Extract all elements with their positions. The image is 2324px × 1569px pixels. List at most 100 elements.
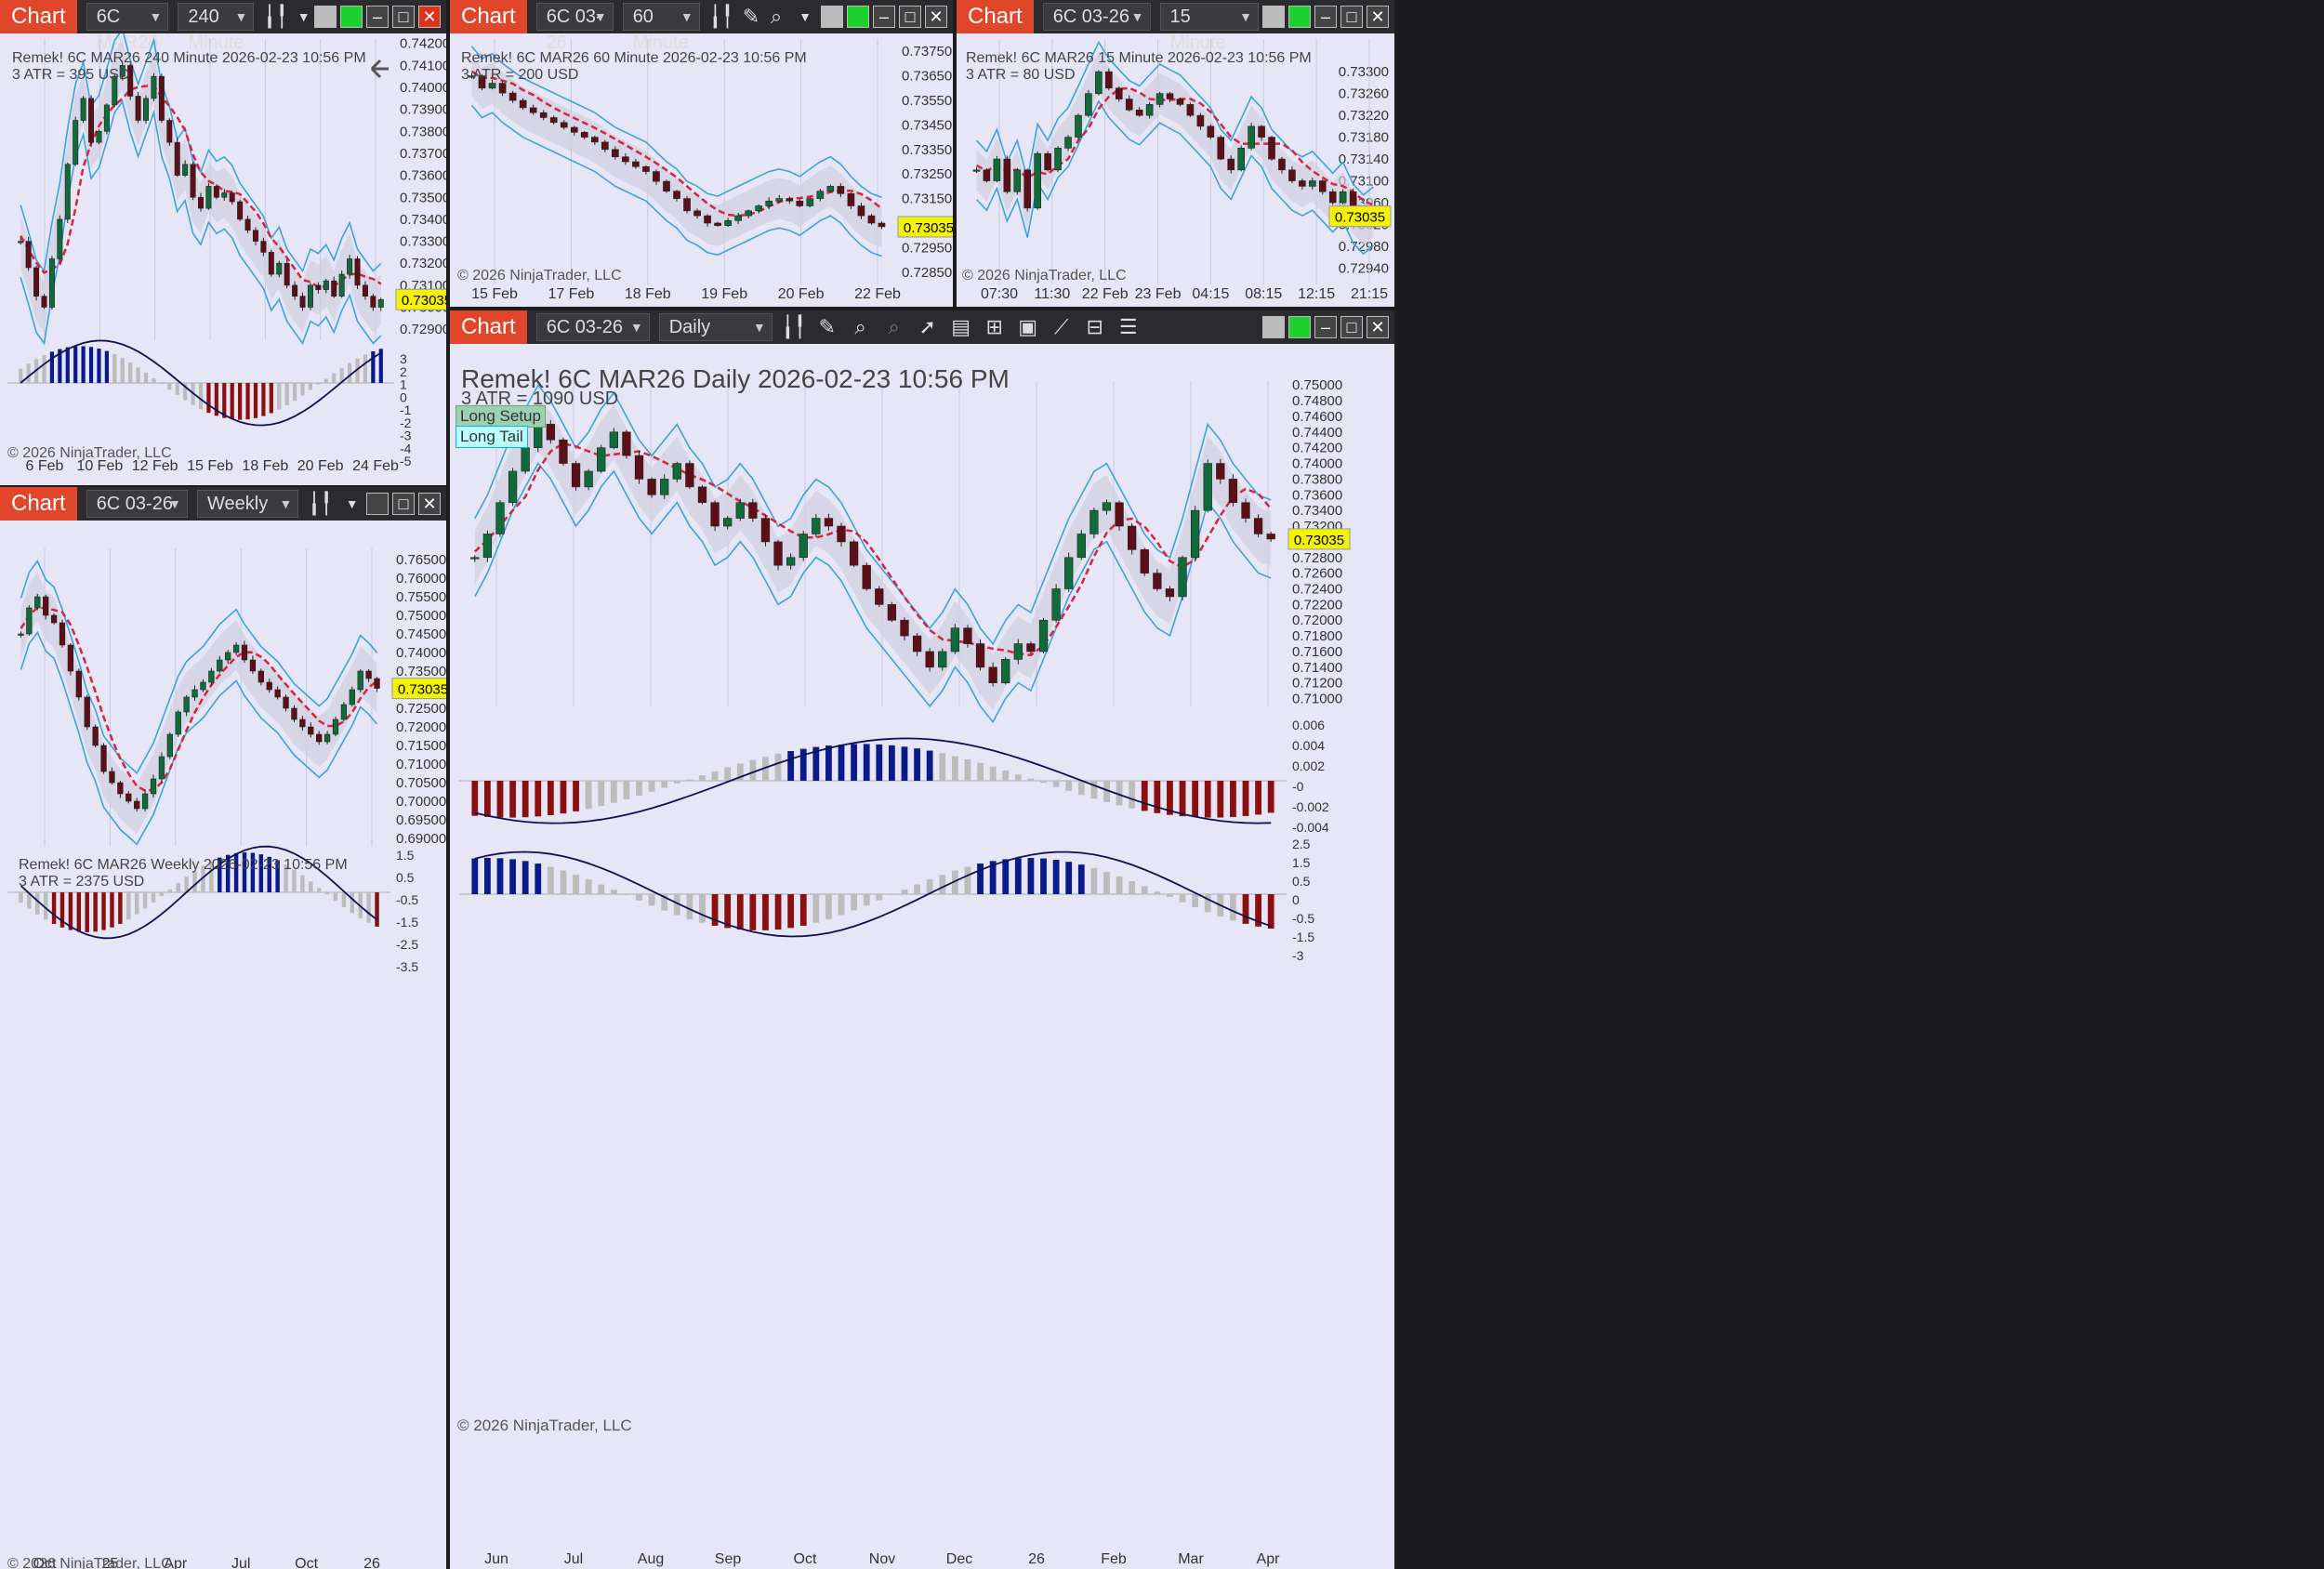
- y-tick-label: 0.74500: [396, 626, 446, 642]
- candle: [377, 298, 384, 308]
- interval-select[interactable]: 60 Minute ▼: [622, 3, 700, 53]
- price-tag-box: [1328, 205, 1392, 228]
- back-arrow-icon[interactable]: [370, 59, 389, 79]
- zoom-icon[interactable]: ⌕: [770, 5, 783, 28]
- histogram-bar: [316, 888, 322, 892]
- candle: [993, 158, 1001, 181]
- histogram-bar: [128, 362, 133, 383]
- minimize-button[interactable]: –: [1314, 316, 1337, 338]
- y-tick-label: 0.74200: [1292, 441, 1342, 456]
- candle: [198, 196, 204, 209]
- price-tag-box: [391, 678, 446, 700]
- maximize-button[interactable]: □: [392, 6, 415, 28]
- draw-tool-icon[interactable]: ✎: [818, 315, 836, 338]
- link-green-button[interactable]: [1288, 316, 1311, 338]
- instrument-select[interactable]: 6C 03-26 ▼: [535, 313, 650, 341]
- histogram-bar: [926, 750, 933, 781]
- interval-select[interactable]: 15 Minute ▼: [1159, 3, 1259, 53]
- link-green-button[interactable]: [847, 6, 869, 28]
- candle: [837, 525, 846, 543]
- instrument-select[interactable]: 6C 03-26 ▼: [1042, 3, 1151, 31]
- maximize-button[interactable]: □: [1340, 316, 1363, 338]
- zoom-out-icon[interactable]: ⌕: [888, 315, 900, 338]
- dropdown-arrow-icon[interactable]: ▼: [345, 496, 359, 511]
- chart-canvas[interactable]: 0.73750 0.73650 0.73550 0.73450 0.73350 0.732…: [450, 33, 953, 307]
- chart-canvas[interactable]: 0.73300 0.73260 0.73220 0.73180 0.73140 0.731…: [957, 33, 1394, 307]
- chart-menu-button[interactable]: Chart: [0, 487, 77, 521]
- chart-header: Remek! 6C MAR26 60 Minute 2026-02-23 10:…: [461, 50, 807, 66]
- chart-menu-button[interactable]: Chart: [450, 310, 527, 344]
- trend-line: [20, 606, 378, 792]
- maximize-button[interactable]: □: [1340, 6, 1363, 28]
- price-tag-box: [897, 216, 953, 238]
- chart-menu-button[interactable]: Chart: [0, 0, 77, 33]
- instrument-value: 6C 03-26: [96, 494, 173, 514]
- dropdown-arrow-icon[interactable]: ▼: [799, 9, 812, 24]
- interval-select[interactable]: Daily ▼: [658, 313, 772, 341]
- close-button[interactable]: ✕: [1367, 6, 1389, 28]
- data-box-icon[interactable]: ▤: [951, 315, 971, 338]
- draw-tool-icon[interactable]: ✎: [742, 5, 760, 28]
- candle: [521, 447, 530, 472]
- y-tick-label: 0.71000: [396, 757, 446, 772]
- candle: [560, 122, 568, 128]
- histogram2-bar: [699, 894, 706, 923]
- chart-canvas[interactable]: 0.74200 0.74100 0.74000 0.73900 0.73800 0.737…: [0, 33, 446, 485]
- minimize-button[interactable]: –: [873, 6, 895, 28]
- instrument-select[interactable]: 6C MAR26 ▼: [86, 3, 169, 53]
- chart-canvas[interactable]: 0.76500 0.76000 0.75500 0.75000 0.74500 0.740…: [0, 521, 446, 1569]
- zoom-in-icon[interactable]: ⌕: [854, 315, 866, 338]
- price-tag-box: [1287, 528, 1351, 550]
- osc2-tick-label: -3: [1292, 948, 1304, 963]
- minimize-button[interactable]: –: [366, 6, 389, 28]
- histogram-bar: [699, 775, 706, 781]
- instrument-select[interactable]: 6C 03-26 ▼: [535, 3, 614, 53]
- y-tick-label: 0.73600: [400, 168, 446, 184]
- bar-type-icon[interactable]: ╽╿: [263, 5, 288, 28]
- interval-select[interactable]: 240 Minute ▼: [178, 3, 255, 53]
- maximize-button[interactable]: □: [899, 6, 921, 28]
- minimize-button[interactable]: [366, 493, 390, 515]
- candle: [315, 284, 322, 290]
- strategies-icon[interactable]: ▣: [1018, 315, 1038, 338]
- candle: [67, 644, 74, 672]
- candle: [291, 707, 297, 720]
- interval-select[interactable]: Weekly ▼: [197, 490, 299, 518]
- link-color-button[interactable]: [1262, 316, 1285, 338]
- chart-trader-icon[interactable]: ⟋: [1053, 315, 1069, 338]
- minimize-button[interactable]: –: [1314, 6, 1337, 28]
- candle: [112, 75, 118, 106]
- dropdown-arrow-icon[interactable]: ▼: [297, 9, 310, 24]
- chart-menu-button[interactable]: Chart: [957, 0, 1034, 33]
- bar-type-icon[interactable]: ╽╿: [781, 315, 807, 338]
- link-color-button[interactable]: [314, 6, 337, 28]
- histogram-bar: [598, 781, 605, 807]
- y-tick-label: 0.73800: [400, 124, 446, 139]
- close-button[interactable]: ✕: [418, 493, 442, 515]
- close-button[interactable]: ✕: [925, 6, 947, 28]
- close-button[interactable]: ✕: [418, 6, 441, 28]
- y-tick-label: 0.72950: [902, 240, 952, 256]
- chart-menu-button[interactable]: Chart: [450, 0, 527, 33]
- maximize-button[interactable]: □: [392, 493, 416, 515]
- link-green-button[interactable]: [340, 6, 363, 28]
- properties-icon[interactable]: ☰: [1118, 315, 1138, 338]
- link-color-button[interactable]: [821, 6, 843, 28]
- bar-type-icon[interactable]: ╽╿: [308, 492, 333, 515]
- pointer-icon[interactable]: ➚: [918, 315, 936, 338]
- candle: [252, 230, 258, 242]
- bar-type-icon[interactable]: ╽╿: [708, 5, 734, 28]
- indicators-icon[interactable]: ⊞: [985, 315, 1003, 338]
- link-color-button[interactable]: [1262, 6, 1285, 28]
- candle: [18, 633, 24, 636]
- histogram-bar: [1217, 781, 1224, 818]
- close-button[interactable]: ✕: [1367, 316, 1389, 338]
- price-tag-box: [395, 288, 446, 310]
- chart-canvas[interactable]: 0.750000.748000.746000.744000.742000.740…: [450, 344, 1394, 1569]
- instrument-select[interactable]: 6C 03-26 ▼: [86, 490, 188, 518]
- link-green-button[interactable]: [1288, 6, 1311, 28]
- histogram2-bar: [496, 858, 504, 894]
- histogram-bar: [261, 383, 266, 416]
- templates-icon[interactable]: ⊟: [1086, 315, 1103, 338]
- candle: [75, 670, 82, 698]
